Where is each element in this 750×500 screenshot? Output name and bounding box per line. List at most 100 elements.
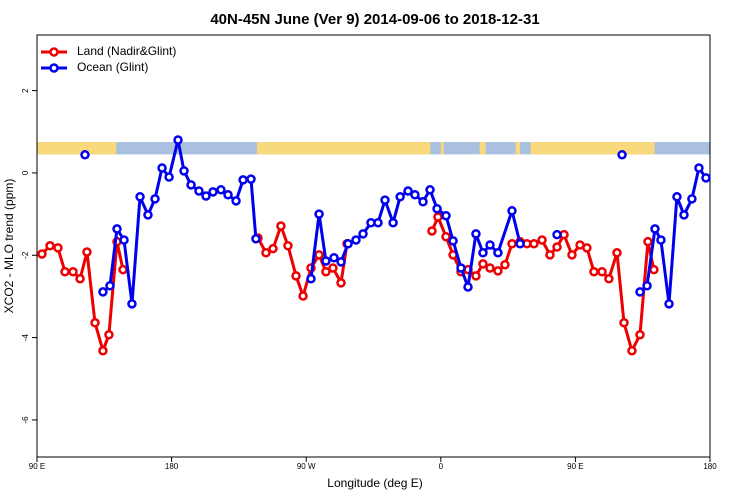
point [567, 250, 577, 260]
point [45, 241, 55, 251]
point [75, 273, 85, 284]
mask-segment [479, 142, 486, 155]
point [448, 236, 458, 246]
point [90, 318, 100, 328]
point [672, 192, 682, 202]
point [582, 243, 592, 253]
plot-frame [36, 34, 711, 458]
point [246, 174, 256, 184]
point [105, 280, 115, 291]
point [60, 266, 70, 277]
x-tick-label: 90 E [29, 462, 45, 471]
point [201, 191, 211, 201]
point [164, 172, 174, 182]
point [314, 250, 324, 260]
point [418, 196, 428, 207]
point [68, 266, 78, 277]
point [649, 264, 659, 275]
point [150, 194, 160, 204]
point [471, 229, 481, 239]
point [552, 242, 562, 252]
point [373, 217, 383, 228]
point [627, 346, 637, 356]
point [545, 250, 555, 260]
point [135, 192, 145, 202]
series-line [102, 138, 708, 306]
mask-segment [256, 142, 431, 155]
point [433, 212, 443, 222]
point [238, 175, 248, 185]
point [98, 287, 108, 297]
y-tick-label: -6 [21, 416, 30, 424]
point [104, 329, 114, 340]
point [687, 194, 697, 204]
point [701, 173, 711, 183]
point [597, 266, 607, 277]
point [157, 163, 167, 173]
point [642, 280, 652, 291]
y-axis-label: XCO2 - MLO trend (ppm) [2, 179, 16, 314]
x-tick-label: 0 [439, 462, 444, 471]
point [485, 263, 495, 273]
point [432, 203, 442, 214]
point [507, 206, 517, 216]
point [617, 150, 627, 160]
point [321, 256, 331, 266]
point [395, 192, 405, 202]
point [336, 278, 346, 288]
point [427, 226, 437, 236]
point [314, 209, 324, 219]
point [612, 248, 622, 258]
point [261, 248, 271, 258]
point [231, 196, 241, 206]
point [208, 187, 218, 197]
legend-label: Land (Nadir&Glint) [77, 44, 176, 58]
y-tick-label: 2 [21, 88, 30, 93]
point [98, 346, 108, 356]
point [268, 243, 278, 254]
x-tick-label: 180 [165, 462, 179, 471]
x-tick-label: 180 [703, 462, 717, 471]
point [650, 224, 660, 234]
point [358, 229, 368, 239]
mask-segment [530, 142, 655, 155]
point [186, 180, 196, 190]
point [276, 221, 286, 231]
point [493, 248, 503, 258]
point [321, 266, 331, 277]
point [118, 264, 128, 275]
point [485, 240, 495, 250]
point [82, 247, 92, 257]
mask-segment [440, 142, 444, 155]
point [515, 238, 525, 249]
point [336, 257, 346, 267]
point [619, 318, 629, 328]
point [283, 241, 293, 251]
point [679, 210, 689, 220]
point [306, 273, 316, 284]
point [500, 259, 510, 270]
point [251, 234, 261, 244]
point [694, 163, 704, 173]
point [529, 238, 539, 249]
point [507, 238, 517, 249]
point [37, 249, 47, 259]
y-tick-label: -4 [21, 334, 30, 342]
point [664, 299, 674, 309]
point [223, 189, 233, 200]
point [463, 282, 473, 292]
point [216, 185, 226, 195]
legend-label: Ocean (Glint) [77, 60, 148, 74]
point [552, 229, 562, 240]
point [80, 150, 90, 160]
x-tick-label: 90 W [297, 462, 316, 471]
point [589, 266, 599, 277]
point [604, 273, 614, 284]
point [127, 299, 137, 309]
point [53, 243, 63, 253]
point [635, 329, 645, 340]
point [329, 252, 339, 263]
point [403, 186, 413, 196]
point [425, 185, 435, 195]
